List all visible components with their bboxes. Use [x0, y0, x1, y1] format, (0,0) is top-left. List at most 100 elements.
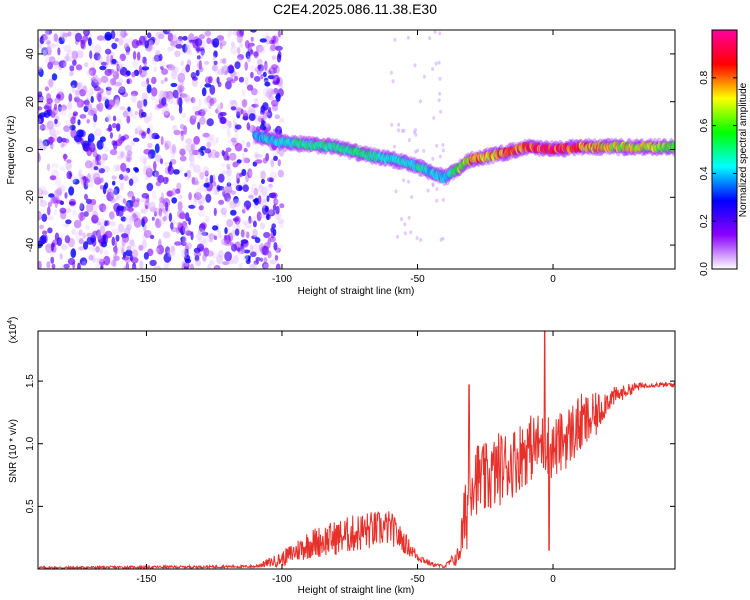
- noise-cell: [242, 205, 247, 211]
- noise-cell: [162, 216, 167, 222]
- noise-cell: [192, 114, 196, 120]
- noise-cell: [146, 165, 152, 172]
- noise-cell: [177, 201, 183, 211]
- noise-cell: [114, 245, 118, 255]
- noise-cell: [39, 212, 43, 218]
- noise-cell: [54, 189, 62, 197]
- noise-cell: [154, 36, 160, 46]
- noise-cell: [130, 90, 139, 97]
- noise-cell: [171, 188, 177, 196]
- noise-cell: [252, 243, 261, 254]
- y-multiplier-base: (x10: [8, 323, 19, 343]
- noise-cell: [163, 110, 171, 118]
- noise-cell: [57, 47, 61, 56]
- noise-cell: [428, 36, 432, 41]
- noise-cell: [69, 71, 74, 77]
- noise-cell: [402, 128, 406, 133]
- noise-cell: [84, 62, 89, 68]
- noise-cell: [192, 164, 201, 173]
- noise-cell: [278, 147, 285, 157]
- noise-cell: [240, 229, 245, 238]
- noise-cell: [228, 152, 237, 161]
- noise-cell: [126, 223, 132, 231]
- x-tick-label: -50: [410, 574, 425, 585]
- noise-cell: [109, 149, 118, 156]
- noise-cell: [244, 40, 250, 49]
- noise-cell: [46, 79, 52, 85]
- noise-cell: [87, 109, 96, 116]
- noise-cell: [95, 153, 99, 163]
- noise-cell: [131, 241, 136, 250]
- noise-cell: [164, 140, 171, 150]
- y-multiplier-close: ): [8, 317, 19, 320]
- noise-cell: [170, 149, 176, 159]
- noise-cell: [99, 88, 104, 94]
- noise-cell: [132, 51, 137, 60]
- noise-cell: [274, 199, 281, 204]
- noise-cell: [90, 77, 97, 82]
- noise-cell: [82, 85, 88, 94]
- noise-cell: [226, 163, 231, 170]
- x-tick-label: -150: [136, 574, 156, 585]
- noise-cell: [73, 134, 82, 143]
- noise-cell: [97, 154, 105, 164]
- noise-cell: [125, 167, 131, 174]
- noise-cell: [96, 35, 105, 41]
- noise-cell: [188, 149, 195, 156]
- noise-cell: [198, 66, 204, 73]
- noise-cell: [222, 212, 227, 218]
- noise-cell: [278, 118, 285, 123]
- noise-cell: [86, 232, 94, 238]
- noise-cell: [104, 182, 109, 190]
- noise-cell: [203, 60, 210, 65]
- noise-cell: [50, 256, 55, 264]
- noise-cell: [45, 30, 50, 38]
- noise-cell: [206, 141, 211, 148]
- noise-cell: [259, 38, 267, 43]
- noise-cell: [197, 169, 202, 175]
- noise-cell: [89, 177, 95, 182]
- noise-cell: [164, 143, 169, 151]
- noise-cell: [109, 132, 113, 139]
- noise-cell: [182, 43, 188, 53]
- noise-cell: [230, 41, 235, 48]
- noise-cell: [205, 193, 212, 203]
- y-multiplier: (x104): [7, 317, 19, 344]
- noise-cell: [264, 81, 271, 87]
- noise-cell: [193, 192, 202, 201]
- noise-cell: [38, 142, 42, 147]
- noise-cell: [206, 37, 212, 45]
- noise-cell: [51, 73, 58, 81]
- noise-cell: [107, 69, 115, 74]
- noise-cell: [279, 84, 284, 89]
- noise-cell: [122, 233, 130, 243]
- noise-cell: [231, 182, 238, 187]
- noise-cell: [154, 134, 160, 140]
- noise-cell: [260, 74, 264, 80]
- noise-cell: [109, 211, 115, 220]
- noise-cell: [117, 64, 123, 71]
- noise-cell: [141, 80, 148, 88]
- noise-cell: [101, 153, 108, 161]
- noise-cell: [268, 95, 274, 101]
- noise-cell: [177, 221, 183, 228]
- noise-cell: [225, 80, 232, 90]
- noise-cell: [79, 202, 84, 210]
- noise-cell: [389, 70, 393, 75]
- noise-cell: [193, 195, 198, 203]
- noise-cell: [117, 78, 124, 85]
- noise-cell: [260, 170, 266, 180]
- noise-cell: [180, 212, 186, 220]
- noise-cell: [68, 124, 72, 133]
- noise-cell: [72, 178, 80, 185]
- noise-cell: [158, 208, 163, 217]
- noise-cell: [267, 237, 272, 245]
- noise-cell: [86, 236, 94, 245]
- noise-cell: [264, 122, 271, 128]
- noise-cell: [253, 97, 258, 104]
- noise-cell: [119, 106, 126, 111]
- noise-cell: [54, 129, 62, 136]
- noise-cell: [213, 235, 218, 241]
- noise-cell: [151, 87, 158, 97]
- noise-cell: [269, 39, 275, 45]
